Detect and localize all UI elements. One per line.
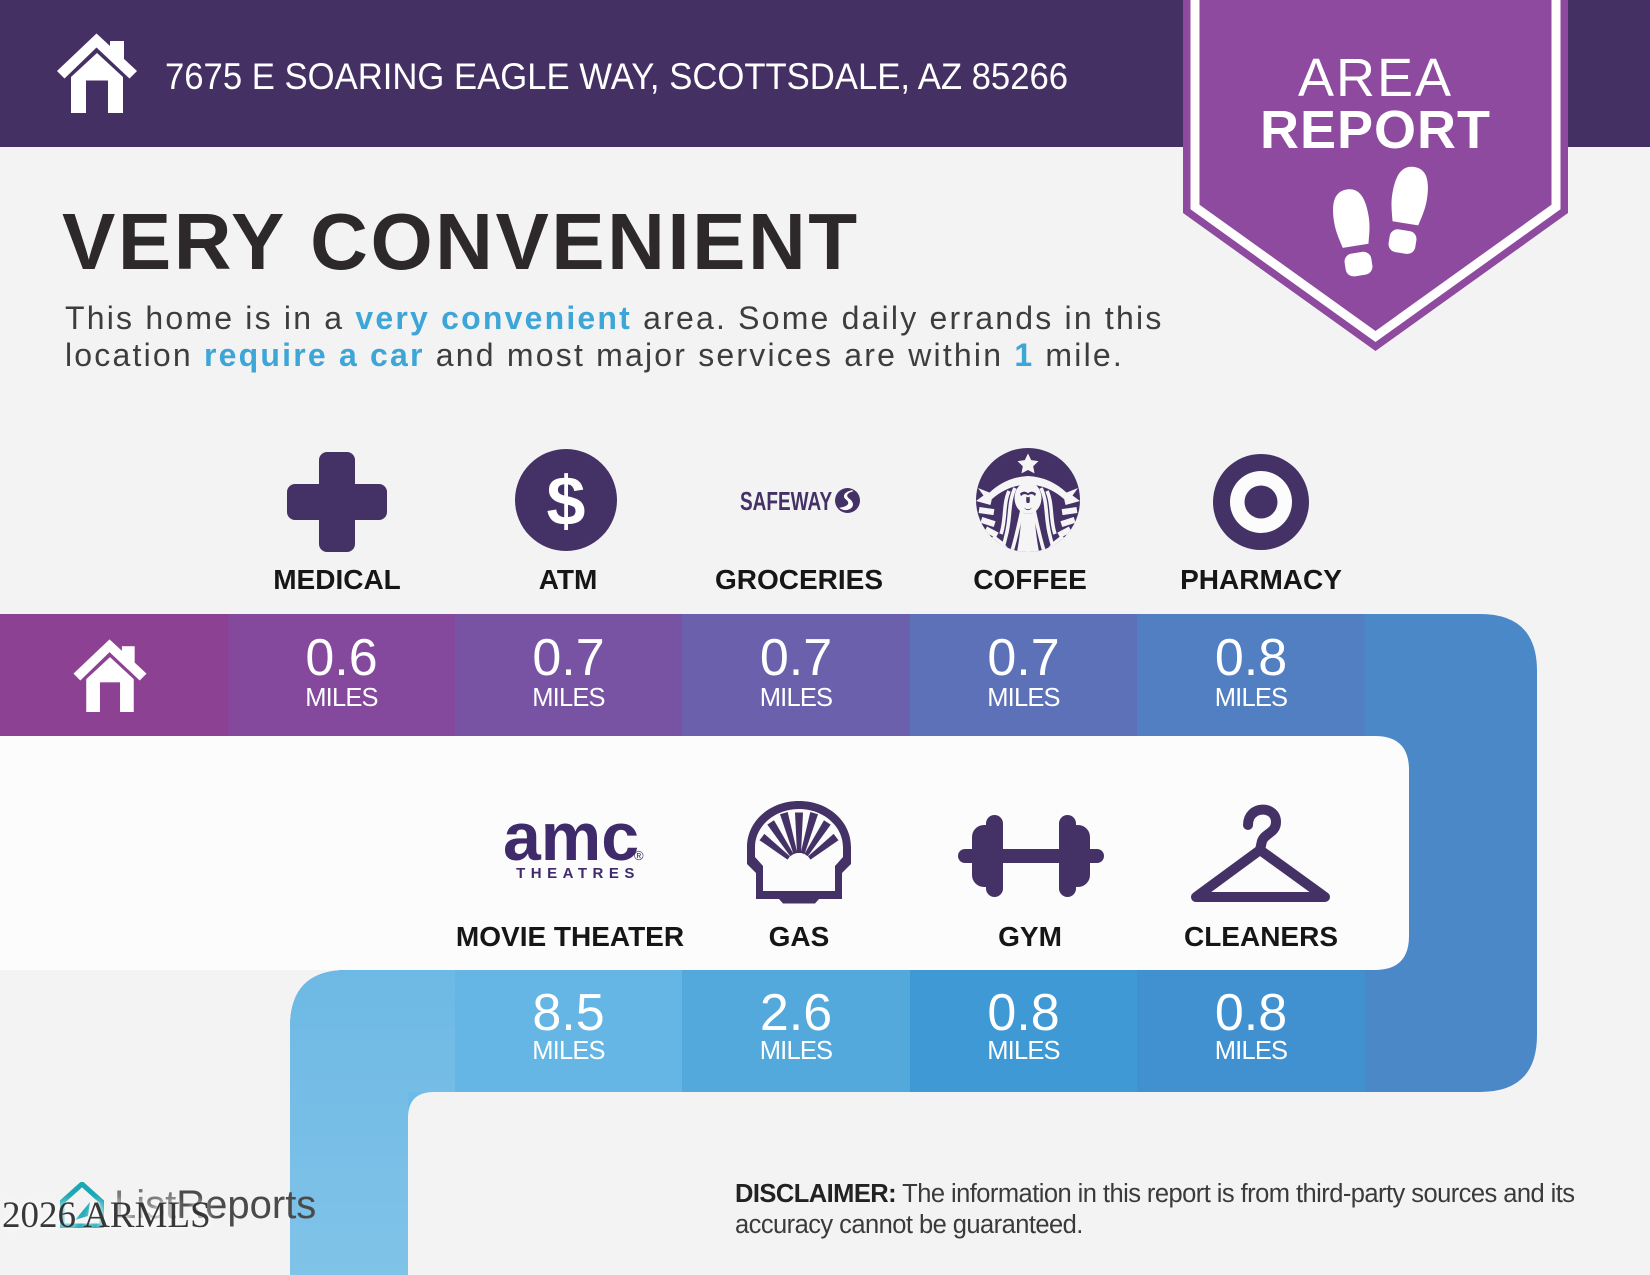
svg-text:AREA: AREA [1298, 48, 1453, 108]
svg-text:REPORT: REPORT [1260, 100, 1491, 160]
svg-text:$: $ [547, 462, 586, 540]
